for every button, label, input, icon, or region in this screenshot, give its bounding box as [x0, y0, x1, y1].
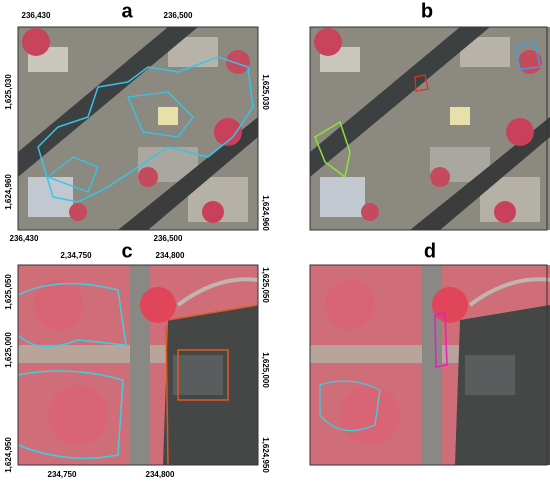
panel-label: d [424, 240, 436, 262]
coord-label: 234,800 [156, 251, 185, 260]
image-d [310, 265, 550, 465]
coord-label: 236,500 [164, 11, 193, 20]
panel-label: b [421, 0, 433, 22]
coord-label: 1,624,950 [261, 437, 270, 473]
coord-label: 234,750 [48, 470, 77, 479]
image-b [309, 26, 550, 231]
coord-label: 1,625,030 [261, 74, 270, 110]
coord-label: 236,430 [22, 11, 51, 20]
coord-label: 1,625,050 [261, 267, 270, 303]
coord-label: 1,625,030 [4, 74, 13, 110]
coord-label: 234,800 [146, 470, 175, 479]
coord-label: 236,430 [10, 234, 39, 243]
coord-label: 1,625,000 [261, 352, 270, 388]
coord-label: 236,500 [154, 234, 183, 243]
panel-label: c [121, 240, 132, 262]
coord-label: 1,624,960 [4, 174, 13, 210]
image-a [17, 26, 259, 231]
coord-label: 1,625,000 [4, 332, 13, 368]
panel-label: a [121, 0, 133, 22]
coord-label: 1,624,960 [261, 195, 270, 231]
coord-label: 1,624,950 [4, 437, 13, 473]
image-c [18, 265, 258, 465]
coord-label: 1,625,050 [4, 274, 13, 310]
coord-label: 2,34,750 [60, 251, 92, 260]
